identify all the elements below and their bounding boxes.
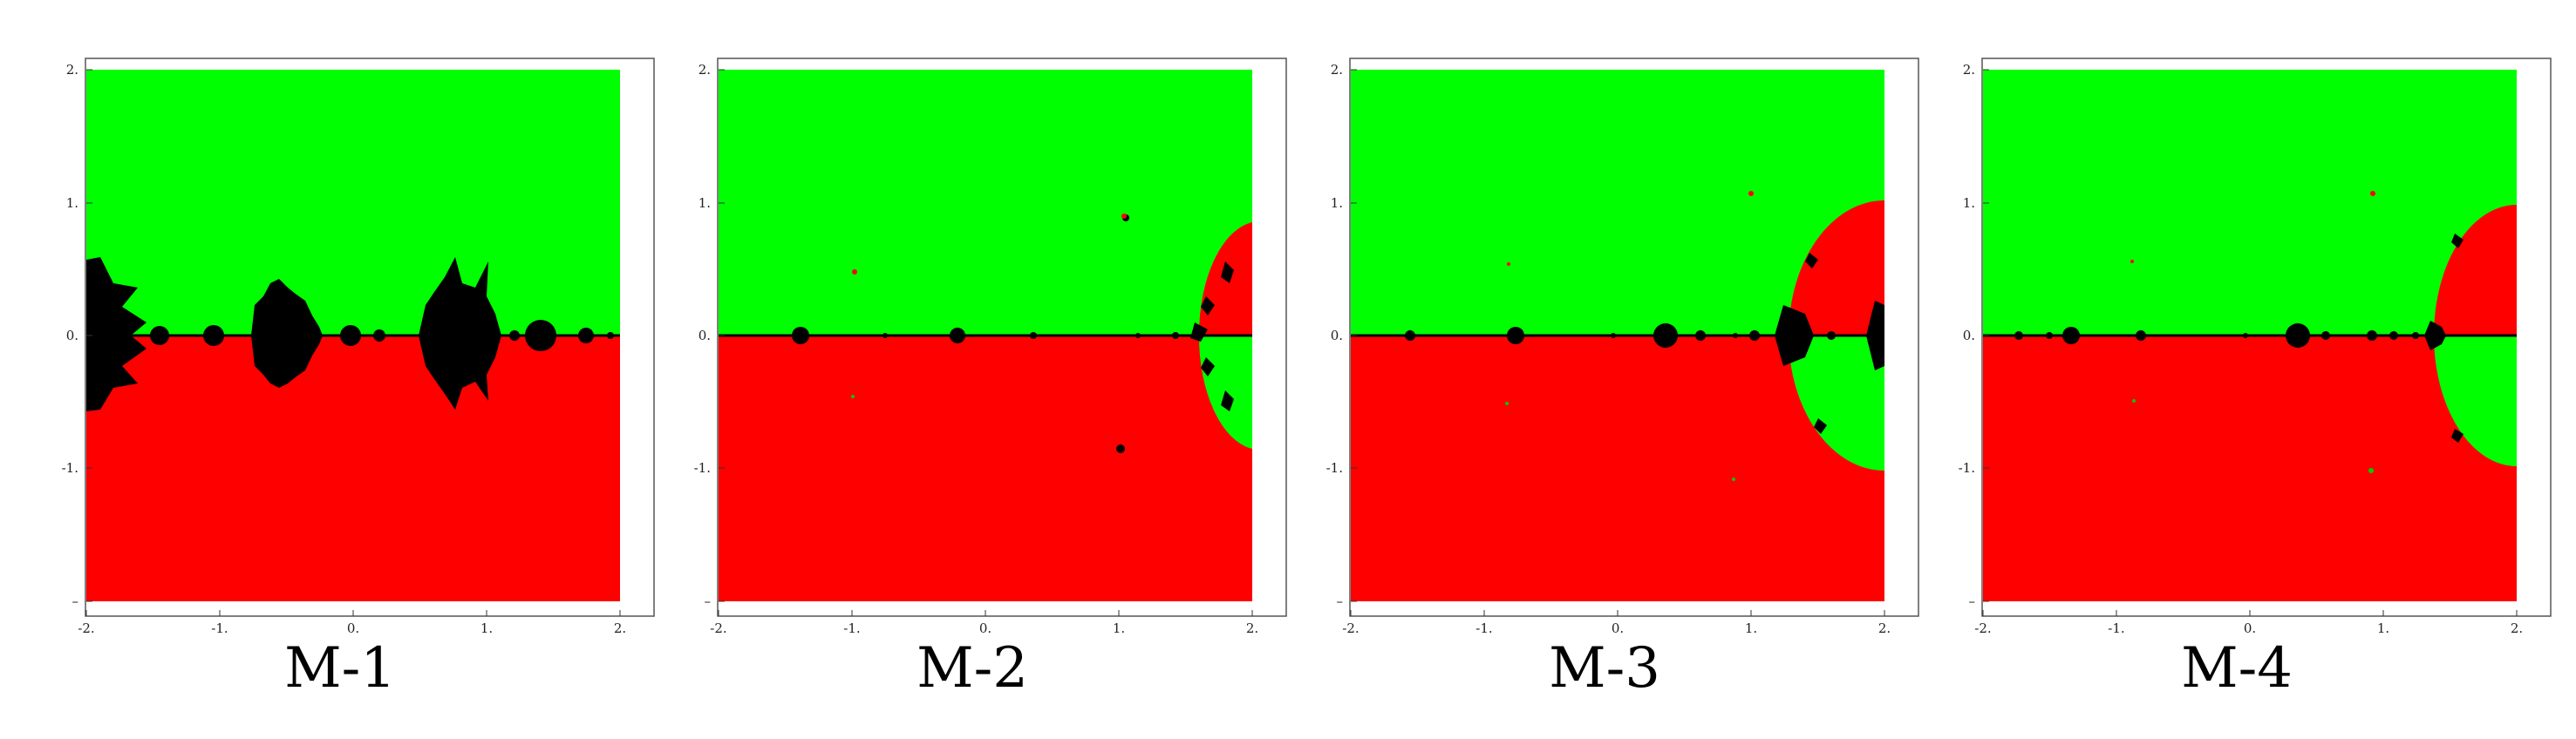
x-ticks: -2. -1. 0. 1. 2.: [78, 610, 626, 636]
y-tick-label: 2.: [1963, 62, 1975, 78]
y-tick-label: 1.: [1331, 195, 1343, 211]
y-tick-label: –: [1969, 593, 1976, 609]
x-tick-label: 2.: [2511, 620, 2523, 636]
panel-m4: 2. 1. 0. -1. – -2. -1. 0. 1. 2. M-4: [1932, 0, 2552, 739]
basin-plot-m3: 2. 1. 0. -1. – -2. -1. 0. 1. 2.: [1326, 58, 1919, 636]
y-ticks: 2. 1. 0. -1. –: [62, 62, 92, 609]
right-green-lobe: [2434, 336, 2517, 466]
x-tick-label: 1.: [1745, 620, 1757, 636]
basin-plot-m2: 2. 1. 0. -1. – -2. -1. 0. 1. 2.: [694, 58, 1287, 636]
x-tick-label: 2.: [1246, 620, 1258, 636]
y-tick-label: 0.: [66, 328, 78, 343]
plot-frame: [1981, 58, 2552, 617]
plot-frame: [1349, 58, 1919, 617]
upper-basin-region: [1983, 70, 2517, 336]
x-tick-label: 2.: [614, 620, 626, 636]
x-tick-label: 1.: [1113, 620, 1125, 636]
x-ticks: -2. -1. 0. 1. 2.: [710, 610, 1258, 636]
upper-basin-region: [86, 70, 620, 336]
y-tick-label: –: [1337, 593, 1344, 609]
x-tick-label: -2.: [710, 620, 726, 636]
x-tick-label: -2.: [1974, 620, 1991, 636]
panel-m1: 2. 1. 0. -1. – -2. -1. 0. 1. 2. M-1: [35, 0, 655, 739]
y-tick-label: 1.: [66, 195, 78, 211]
x-tick-label: -1.: [2108, 620, 2124, 636]
right-red-lobe: [1789, 200, 1884, 336]
y-tick-label: 1.: [699, 195, 711, 211]
plot-frame: [717, 58, 1287, 617]
x-tick-label: 0.: [2244, 620, 2256, 636]
y-tick-label: -1.: [1959, 460, 1975, 476]
y-tick-label: –: [705, 593, 712, 609]
right-green-lobe: [1789, 336, 1884, 471]
lower-basin-region: [719, 336, 1252, 601]
panel-caption: M-4: [2181, 636, 2293, 701]
y-tick-label: 0.: [1963, 328, 1975, 343]
x-tick-label: 1.: [2377, 620, 2389, 636]
y-tick-label: -1.: [1326, 460, 1343, 476]
y-tick-label: -1.: [62, 460, 78, 476]
x-tick-label: -1.: [1475, 620, 1492, 636]
x-tick-label: 1.: [480, 620, 493, 636]
y-ticks: 2. 1. 0. -1. –: [1959, 62, 1989, 609]
basin-plot-m1: 2. 1. 0. -1. – -2. -1. 0. 1. 2.: [62, 58, 655, 636]
y-tick-label: 2.: [66, 62, 78, 78]
x-tick-label: 0.: [1612, 620, 1624, 636]
right-red-lobe: [2434, 205, 2517, 336]
y-tick-label: -1.: [694, 460, 711, 476]
y-ticks: 2. 1. 0. -1. –: [694, 62, 725, 609]
panel-m3: 2. 1. 0. -1. – -2. -1. 0. 1. 2. M-3: [1299, 0, 1919, 739]
upper-basin-region: [719, 70, 1252, 336]
y-ticks: 2. 1. 0. -1. –: [1326, 62, 1357, 609]
x-ticks: -2. -1. 0. 1. 2.: [1974, 610, 2523, 636]
lower-basin-region: [1983, 336, 2517, 601]
x-tick-label: -1.: [843, 620, 860, 636]
y-tick-label: 2.: [699, 62, 711, 78]
y-tick-label: 0.: [699, 328, 711, 343]
x-tick-label: 0.: [979, 620, 992, 636]
y-tick-label: –: [72, 593, 79, 609]
x-tick-label: -2.: [1342, 620, 1359, 636]
y-tick-label: 0.: [1331, 328, 1343, 343]
x-tick-label: -1.: [211, 620, 228, 636]
plot-frame: [85, 58, 655, 617]
panel-caption: M-1: [284, 636, 396, 701]
x-tick-label: 2.: [1878, 620, 1891, 636]
x-tick-label: 0.: [347, 620, 359, 636]
x-tick-label: -2.: [78, 620, 94, 636]
lower-basin-region: [86, 336, 620, 601]
y-tick-label: 1.: [1963, 195, 1975, 211]
x-ticks: -2. -1. 0. 1. 2.: [1342, 610, 1891, 636]
y-tick-label: 2.: [1331, 62, 1343, 78]
panel-caption: M-2: [917, 636, 1028, 701]
panel-caption: M-3: [1549, 636, 1660, 701]
panel-m2: 2. 1. 0. -1. – -2. -1. 0. 1. 2. M-2: [667, 0, 1287, 739]
basin-plot-m4: 2. 1. 0. -1. – -2. -1. 0. 1. 2.: [1959, 58, 2552, 636]
